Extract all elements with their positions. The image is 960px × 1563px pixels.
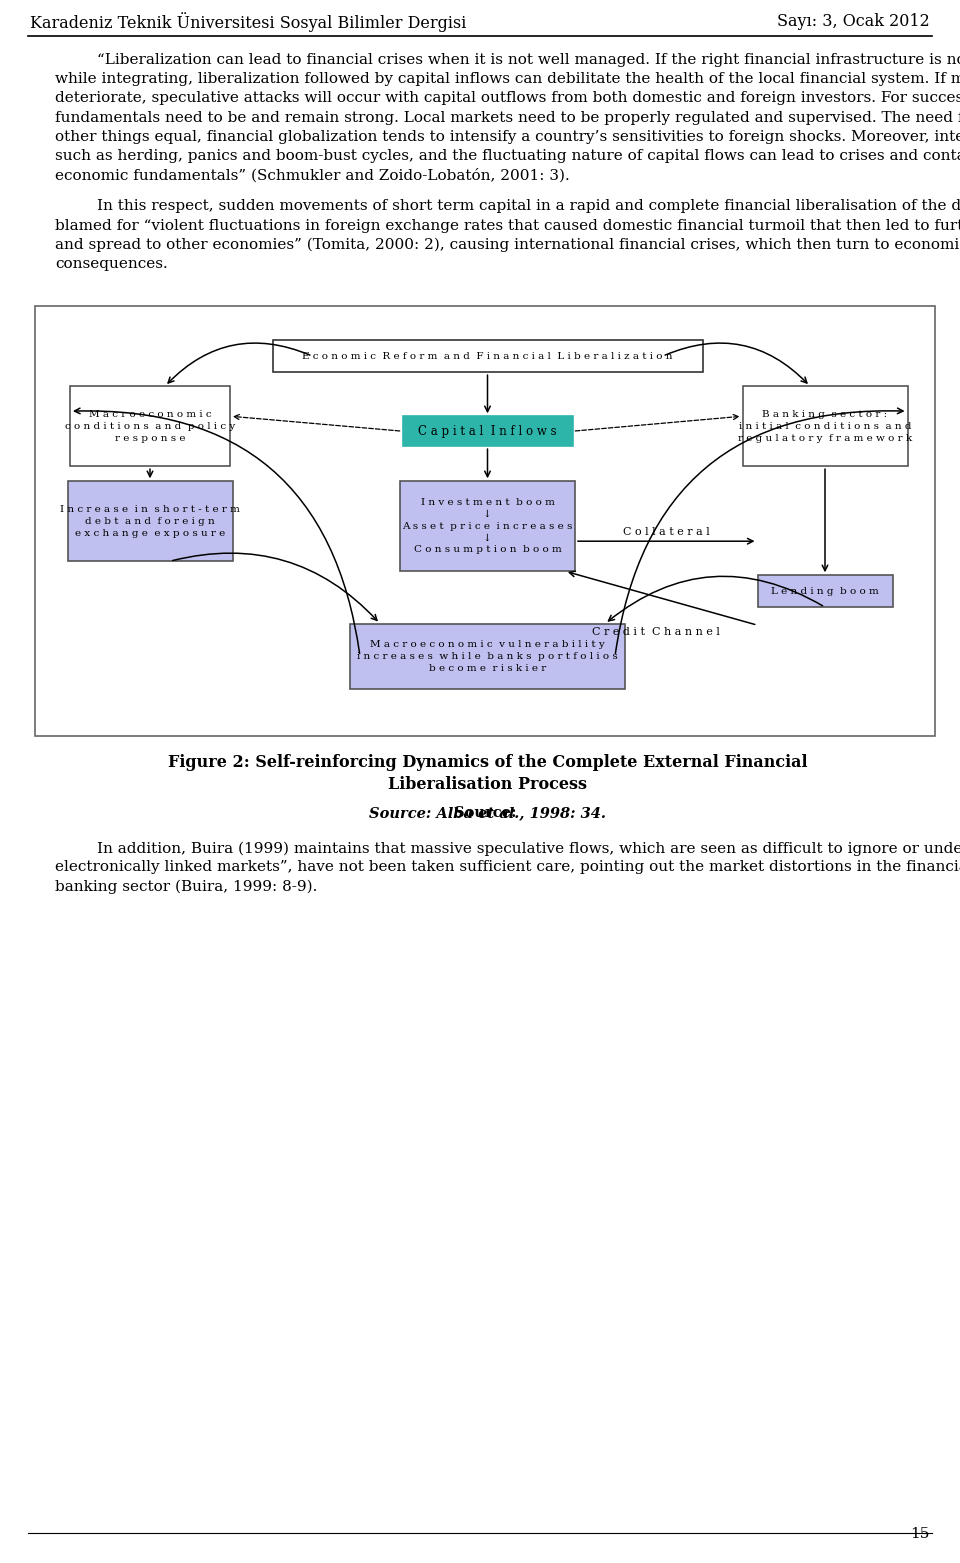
Text: In addition, Buira (1999) maintains that massive speculative flows, which are se: In addition, Buira (1999) maintains that… xyxy=(97,841,960,855)
Text: I n c r e a s e  i n  s h o r t - t e r m
d e b t  a n d  f o r e i g n
e x c h : I n c r e a s e i n s h o r t - t e r m … xyxy=(60,505,240,538)
Text: Figure 2: Self-reinforcing Dynamics of the Complete External Financial
Liberalis: Figure 2: Self-reinforcing Dynamics of t… xyxy=(168,755,807,794)
Text: M a c r o e c o n o m i c
c o n d i t i o n s  a n d  p o l i c y
r e s p o n s : M a c r o e c o n o m i c c o n d i t i … xyxy=(65,410,235,442)
Bar xyxy=(400,481,575,570)
Text: Source:: Source: xyxy=(454,807,521,821)
Text: B a n k i n g  s e c t o r :
i n i t i a l  c o n d i t i o n s  a n d
r e g u l: B a n k i n g s e c t o r : i n i t i a … xyxy=(738,410,912,442)
Text: “Liberalization can lead to financial crises when it is not well managed. If the: “Liberalization can lead to financial cr… xyxy=(97,53,960,67)
Text: I n v e s t m e n t  b o o m
↓
A s s e t  p r i c e  i n c r e a s e s
↓
C o n s: I n v e s t m e n t b o o m ↓ A s s e t … xyxy=(402,499,573,555)
Text: In this respect, sudden movements of short term capital in a rapid and complete : In this respect, sudden movements of sho… xyxy=(97,200,960,214)
Text: and spread to other economies” (Tomita, 2000: 2), causing international financia: and spread to other economies” (Tomita, … xyxy=(55,238,960,252)
Text: fundamentals need to be and remain strong. Local markets need to be properly reg: fundamentals need to be and remain stron… xyxy=(55,111,960,125)
Bar xyxy=(350,624,625,689)
Text: blamed for “violent fluctuations in foreign exchange rates that caused domestic : blamed for “violent fluctuations in fore… xyxy=(55,219,960,233)
Text: C o l l a t e r a l: C o l l a t e r a l xyxy=(623,527,709,538)
Text: Sayı: 3, Ocak 2012: Sayı: 3, Ocak 2012 xyxy=(778,14,930,31)
Text: such as herding, panics and boom-bust cycles, and the fluctuating nature of capi: such as herding, panics and boom-bust cy… xyxy=(55,148,960,163)
Text: banking sector (Buira, 1999: 8-9).: banking sector (Buira, 1999: 8-9). xyxy=(55,880,318,894)
Text: E c o n o m i c  R e f o r m  a n d  F i n a n c i a l  L i b e r a l i z a t i : E c o n o m i c R e f o r m a n d F i n … xyxy=(302,352,673,361)
Text: L e n d i n g  b o o m: L e n d i n g b o o m xyxy=(771,586,878,596)
Text: deteriorate, speculative attacks will occur with capital outflows from both dome: deteriorate, speculative attacks will oc… xyxy=(55,91,960,105)
Text: M a c r o e c o n o m i c  v u l n e r a b i l i t y
i n c r e a s e s  w h i l : M a c r o e c o n o m i c v u l n e r a … xyxy=(357,639,618,672)
Text: 15: 15 xyxy=(911,1527,930,1541)
Text: economic fundamentals” (Schmukler and Zoido-Lobatón, 2001: 3).: economic fundamentals” (Schmukler and Zo… xyxy=(55,169,569,183)
Bar xyxy=(35,306,935,736)
Text: Source: Alba et al., 1998: 34.: Source: Alba et al., 1998: 34. xyxy=(369,807,606,821)
Bar xyxy=(273,341,703,372)
Bar xyxy=(402,416,572,445)
Text: consequences.: consequences. xyxy=(55,256,168,270)
Bar xyxy=(67,481,232,561)
Text: while integrating, liberalization followed by capital inflows can debilitate the: while integrating, liberalization follow… xyxy=(55,72,960,86)
Bar xyxy=(742,386,907,466)
Text: other things equal, financial globalization tends to intensify a country’s sensi: other things equal, financial globalizat… xyxy=(55,130,960,144)
Text: C r e d i t  C h a n n e l: C r e d i t C h a n n e l xyxy=(592,627,720,638)
Text: C a p i t a l  I n f l o w s: C a p i t a l I n f l o w s xyxy=(419,425,557,438)
Text: electronically linked markets”, have not been taken sufficient care, pointing ou: electronically linked markets”, have not… xyxy=(55,860,960,874)
Bar xyxy=(757,575,893,606)
Text: Karadeniz Teknik Üniversitesi Sosyal Bilimler Dergisi: Karadeniz Teknik Üniversitesi Sosyal Bil… xyxy=(30,13,467,31)
Bar xyxy=(70,386,230,466)
